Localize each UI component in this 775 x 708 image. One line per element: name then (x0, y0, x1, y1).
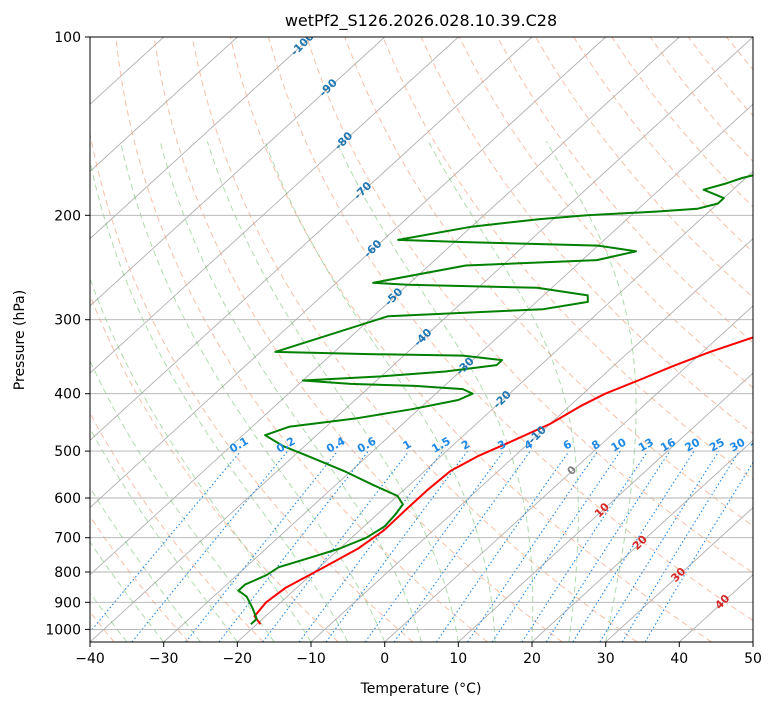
pressure-grid (90, 37, 753, 630)
dry-adiabat-line (90, 131, 414, 642)
y-tick-label: 600 (54, 491, 81, 507)
isotherm-line (384, 305, 753, 642)
dewpoint-profile-line (237, 174, 753, 625)
y-tick-label: 200 (54, 208, 81, 224)
dry-adiabat-line (229, 37, 712, 642)
isotherm-line (90, 37, 753, 642)
x-tick-label: −10 (296, 651, 326, 667)
x-axis-title: Temperature (°C) (360, 681, 482, 697)
mixing-ratio-line (491, 450, 621, 642)
isotherm-line (236, 170, 753, 642)
isotherm-line (90, 37, 533, 441)
mixing-ratio-line (185, 450, 339, 642)
dry-adiabat-line (90, 412, 264, 642)
mixing-ratio-line (325, 450, 468, 642)
mixing-ratio-line (545, 450, 671, 642)
mixing-ratio-line (90, 450, 242, 633)
x-tick-label: 50 (744, 651, 762, 667)
y-tick-label: 400 (54, 387, 81, 403)
mixing-ratio-line (621, 450, 740, 642)
axes-layer: −40 −30 −20 −10 0 10 20 30 40 50 1000 900 800 700 600 5… (45, 30, 762, 667)
x-tick-label: 0 (380, 651, 389, 667)
plot-frame (89, 36, 754, 643)
mixing-ratio-line (298, 450, 444, 642)
x-tick-label: −40 (75, 651, 105, 667)
isotherm-line (310, 238, 753, 642)
x-tick-label: 20 (523, 651, 541, 667)
dry-adiabat-line (344, 37, 753, 527)
x-tick-label: −20 (223, 651, 253, 667)
x-tick-label: 40 (670, 651, 688, 667)
isotherm-line (457, 372, 753, 642)
y-tick-label: 900 (54, 595, 81, 611)
mixing-ratio-line (572, 450, 695, 642)
isotherm-line (531, 439, 753, 642)
isotherm-line (90, 37, 386, 307)
dry-adiabat-line (382, 37, 753, 481)
mixing-ratio-line (393, 450, 531, 642)
isotherm-line (90, 37, 312, 240)
x-tick-label: 30 (597, 651, 615, 667)
y-tick-label: 1000 (45, 622, 81, 638)
dry-adiabat-line (191, 37, 638, 642)
mixing-ratio-line (364, 450, 505, 642)
mixing-ratio-line (435, 450, 570, 642)
dry-adiabat-line (306, 37, 753, 574)
mixing-ratio-line (131, 450, 289, 642)
temperature-profile-line (253, 336, 753, 625)
y-tick-label: 800 (54, 565, 81, 581)
mixing-ratio-line (262, 450, 410, 642)
dry-adiabat-line (535, 37, 753, 298)
isotherm-line (90, 37, 238, 173)
y-tick-label: 500 (54, 444, 81, 460)
dry-adiabat-line (90, 515, 190, 642)
dry-adiabat-line (153, 37, 563, 642)
y-tick-label: 100 (54, 30, 81, 46)
isotherm-line (90, 37, 680, 576)
y-tick-label: 700 (54, 531, 81, 547)
x-tick-label: −30 (149, 651, 179, 667)
isotherm-line (90, 37, 459, 374)
isotherm-line (90, 37, 607, 509)
chart-title: wetPf2_S126.2026.028.10.39.C28 (285, 11, 557, 31)
dry-adiabat-line (115, 37, 488, 642)
mixing-ratio-label: 36 (748, 435, 768, 454)
mixing-ratio-line (521, 450, 649, 642)
isotherm-line (605, 506, 753, 642)
y-axis-title: Pressure (hPa) (12, 290, 28, 390)
y-tick-label: 300 (54, 313, 81, 329)
mixing-ratio-line (467, 450, 599, 642)
isotherm-line (163, 103, 753, 642)
x-tick-label: 10 (449, 651, 467, 667)
dry-adiabat-line (496, 37, 753, 344)
series-layer (237, 174, 753, 625)
